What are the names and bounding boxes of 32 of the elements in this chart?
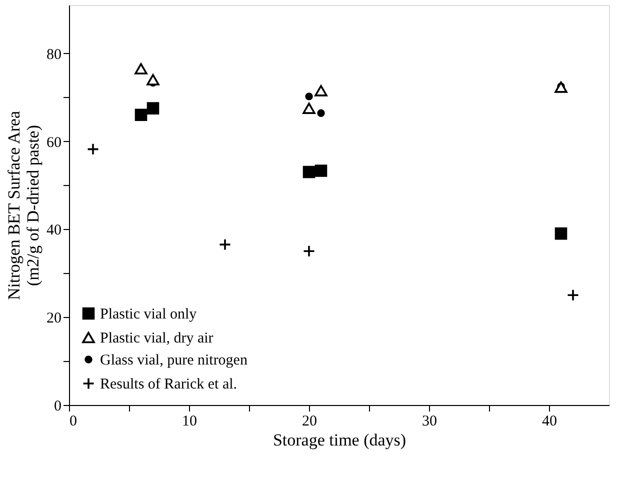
point [146,74,160,86]
x-tick-label: 20 [302,414,317,430]
y-axis-title: Nitrogen BET Surface Area (m2/g of D-dried paste) [4,110,42,300]
legend-label: Results of Rarick et al. [100,376,238,392]
point [314,164,328,177]
x-tick-label: 10 [182,414,197,430]
legend-label: Plastic vial, dry air [100,330,214,346]
point [146,102,160,114]
point [134,63,148,74]
x-tick-label: 0 [70,414,77,430]
point [134,108,148,122]
point [218,238,232,251]
y-tick-label: 0 [54,398,62,414]
y-tick-label: 60 [46,134,62,151]
y-tick-label: 80 [46,46,62,63]
legend-label: Glass vial, pure nitrogen [100,352,248,368]
point [554,82,568,93]
point [317,109,325,117]
y-tick-label: 40 [46,222,62,239]
y-tick-label: 20 [46,310,62,327]
point [86,143,100,156]
x-tick-label: 40 [542,414,557,430]
point [554,227,568,240]
point [314,85,328,96]
point [302,166,316,178]
point [302,245,316,258]
legend-label: Plastic vial only [100,306,198,322]
x-tick-label: 30 [422,414,437,430]
point [305,92,313,100]
point [302,102,316,114]
point [566,288,580,302]
x-axis-title: Storage time (days) [272,430,406,450]
